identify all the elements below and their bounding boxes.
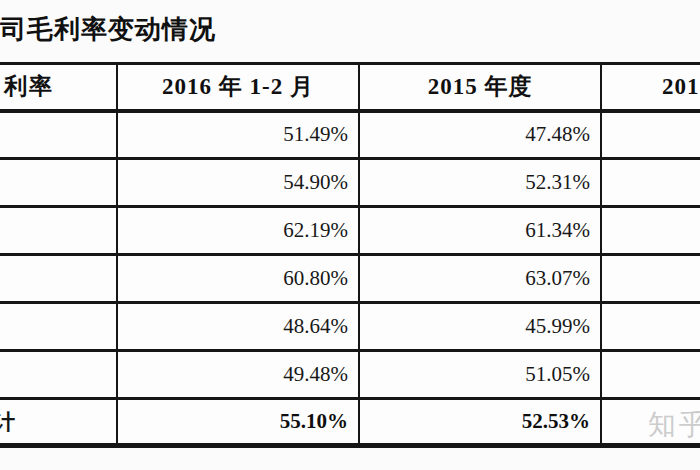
- total-value-2016: 55.10%: [117, 399, 359, 446]
- table-row: 49.48% 51.05%: [0, 351, 700, 399]
- value-2015: 52.31%: [359, 159, 601, 207]
- table-row: 62.19% 61.34%: [0, 207, 700, 255]
- value-2016: 51.49%: [117, 111, 359, 159]
- col-header-2016-jan-feb: 2016 年 1-2 月: [117, 64, 359, 111]
- value-next-cut: [601, 303, 700, 351]
- col-header-2015: 2015 年度: [359, 64, 601, 111]
- col-header-margin-rate: 利率: [0, 64, 117, 111]
- value-next-cut: [601, 351, 700, 399]
- table-row: 60.80% 63.07%: [0, 255, 700, 303]
- table-total-row: 计 55.10% 52.53%: [0, 399, 700, 446]
- value-next-cut: [601, 255, 700, 303]
- value-2015: 47.48%: [359, 111, 601, 159]
- row-label-cell: [0, 303, 117, 351]
- value-next-cut: [601, 111, 700, 159]
- table-row: 54.90% 52.31%: [0, 159, 700, 207]
- value-2016: 54.90%: [117, 159, 359, 207]
- value-2016: 49.48%: [117, 351, 359, 399]
- table-row: 48.64% 45.99%: [0, 303, 700, 351]
- gross-margin-table: 利率 2016 年 1-2 月 2015 年度 201 51.49% 47.48…: [0, 62, 700, 448]
- value-2015: 63.07%: [359, 255, 601, 303]
- value-2016: 62.19%: [117, 207, 359, 255]
- row-label-cell: [0, 255, 117, 303]
- table-row: 51.49% 47.48%: [0, 111, 700, 159]
- total-label-cut: 计: [0, 399, 117, 446]
- table-clip-region: 利率 2016 年 1-2 月 2015 年度 201 51.49% 47.48…: [0, 62, 700, 462]
- value-next-cut: [601, 159, 700, 207]
- value-next-cut: [601, 207, 700, 255]
- value-2015: 45.99%: [359, 303, 601, 351]
- total-value-2015: 52.53%: [359, 399, 601, 446]
- col-header-next-period-cut: 201: [601, 64, 700, 111]
- value-2015: 61.34%: [359, 207, 601, 255]
- row-label-cell: [0, 159, 117, 207]
- table-header-row: 利率 2016 年 1-2 月 2015 年度 201: [0, 64, 700, 111]
- document-page: 司毛利率变动情况 利率 2016 年 1-2 月 2015 年度 201 51.…: [0, 0, 700, 470]
- row-label-cell: [0, 207, 117, 255]
- zhihu-watermark: 知乎: [648, 406, 700, 444]
- row-label-cell: [0, 351, 117, 399]
- value-2015: 51.05%: [359, 351, 601, 399]
- value-2016: 48.64%: [117, 303, 359, 351]
- page-title: 司毛利率变动情况: [0, 12, 216, 47]
- row-label-cell: [0, 111, 117, 159]
- value-2016: 60.80%: [117, 255, 359, 303]
